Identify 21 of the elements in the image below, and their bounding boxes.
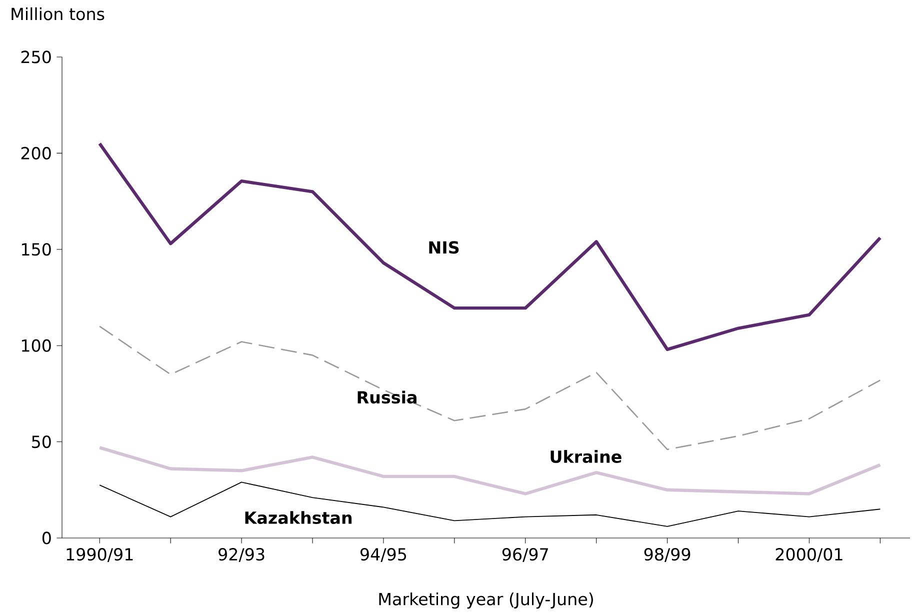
y-tick-label: 200 <box>21 146 51 160</box>
line-series <box>99 482 881 527</box>
series-label: Kazakhstan <box>245 511 352 524</box>
x-tick-label: 96/97 <box>502 548 548 562</box>
x-tick-label: 1990/91 <box>66 548 133 562</box>
series-label: NIS <box>429 241 459 254</box>
y-tick-label: 0 <box>42 532 51 544</box>
x-tick-label: 94/95 <box>360 548 406 562</box>
x-tick-label: 92/93 <box>218 548 264 562</box>
y-axis-title: Million tons <box>12 7 104 20</box>
series-label: Russia <box>358 390 416 404</box>
line-series <box>98 142 882 352</box>
y-tick-label: 100 <box>22 339 51 352</box>
line-series <box>98 326 881 450</box>
y-tick-label: 50 <box>32 435 51 448</box>
series-label: Ukraine <box>550 450 622 463</box>
y-tick-label: 150 <box>22 243 51 256</box>
x-axis-title: Marketing year (July-June) <box>379 592 593 609</box>
y-tick-label: 250 <box>21 50 51 64</box>
x-tick-label: 98/99 <box>644 548 690 562</box>
x-tick-label: 2000/01 <box>776 548 842 562</box>
